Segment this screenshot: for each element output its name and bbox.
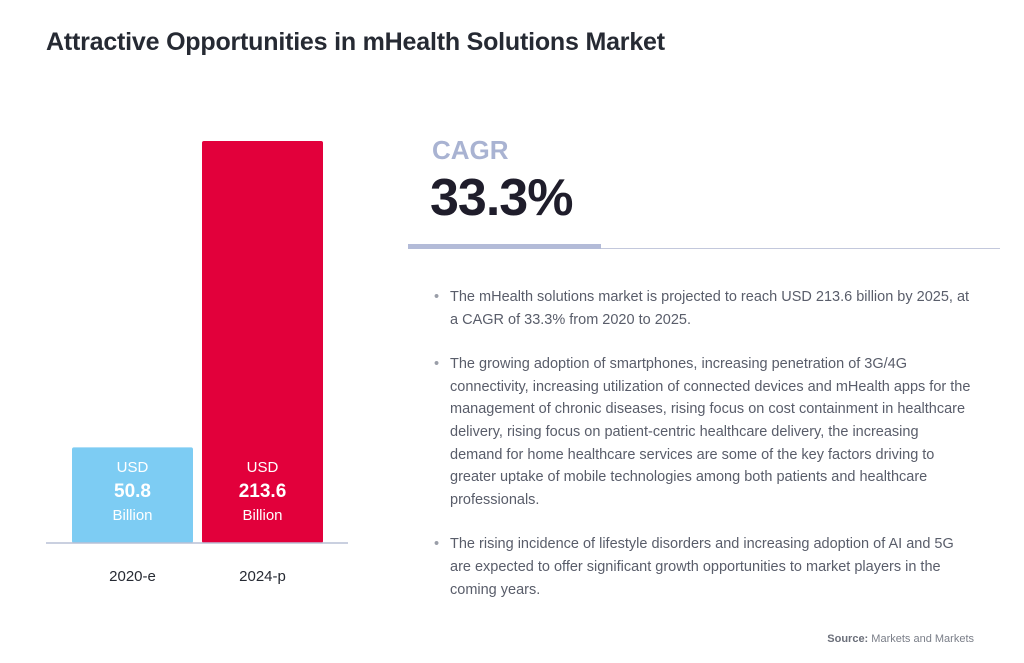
x-tick-label: 2020-e	[109, 568, 156, 585]
bar-label-currency: USD	[247, 459, 279, 476]
x-tick-label: 2024-p	[239, 568, 286, 585]
bar-chart: USD 50.8 Billion USD 213.6 Billion 2020-e 2024…	[46, 141, 348, 585]
bullet-text: The mHealth solutions market is projecte…	[450, 289, 970, 328]
bullet-dot-icon: •	[434, 536, 440, 553]
bullet-item: • The growing adoption of smartphones, i…	[434, 353, 974, 511]
cagr-value: 33.3%	[430, 169, 573, 227]
bar-data-label: 50.8	[114, 481, 151, 502]
bar-data-label: 213.6	[239, 481, 287, 502]
bar-label-unit: Billion	[112, 507, 152, 524]
bar-2024-p	[202, 141, 323, 543]
source-note: Source: Markets and Markets	[827, 633, 974, 645]
bullet-item: • The mHealth solutions market is projec…	[434, 286, 974, 331]
divider-line	[408, 248, 1000, 249]
bullet-text: The growing adoption of smartphones, inc…	[450, 356, 971, 508]
bullet-dot-icon: •	[434, 356, 440, 373]
bullet-dot-icon: •	[434, 289, 440, 305]
source-label: Source:	[827, 633, 869, 645]
bar-label-currency: USD	[117, 459, 149, 476]
cagr-label: CAGR	[432, 135, 509, 165]
bullet-item: • The rising incidence of lifestyle diso…	[434, 533, 974, 601]
page-title: Attractive Opportunities in mHealth Solu…	[46, 28, 665, 56]
divider-accent	[408, 244, 601, 249]
source-text: Markets and Markets	[871, 633, 974, 645]
bar-label-unit: Billion	[242, 507, 282, 524]
bullet-text: The rising incidence of lifestyle disord…	[450, 536, 954, 598]
bar-2020-e	[72, 447, 193, 543]
bullet-list: • The mHealth solutions market is projec…	[434, 286, 974, 623]
